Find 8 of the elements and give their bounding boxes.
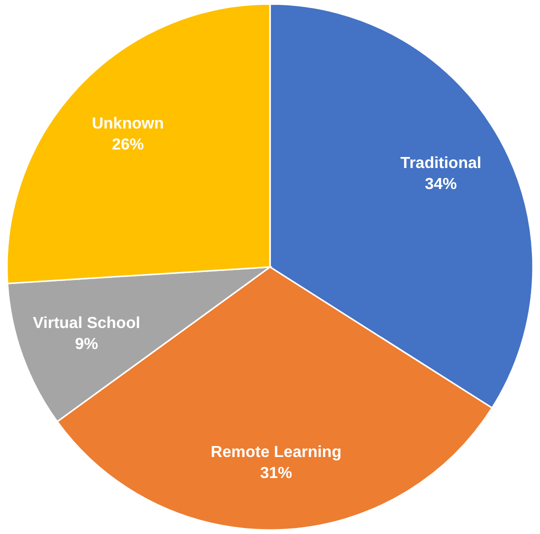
data-label: 34% [424,176,457,194]
data-label: 31% [260,464,292,482]
slice-label: Remote Learning [210,444,342,461]
data-label: 9% [74,336,98,354]
slice-label: Traditional [400,155,482,172]
slice-label: Virtual School [32,315,140,332]
slice-label: Unknown [92,116,164,133]
data-label: 26% [112,136,144,154]
